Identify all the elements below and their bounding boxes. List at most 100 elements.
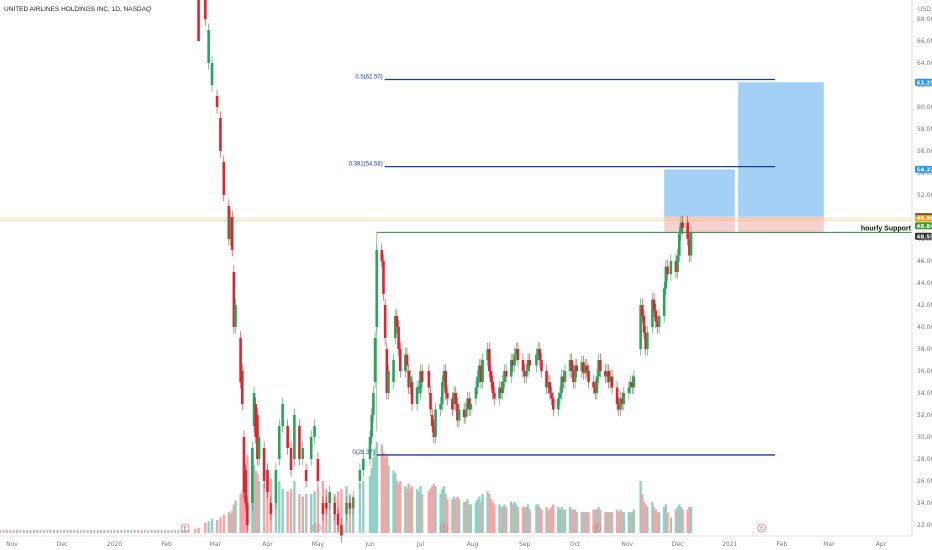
support-label: hourly Support: [861, 225, 912, 232]
candle-body: [654, 310, 658, 322]
volume-bar: [177, 530, 180, 533]
candle-body: [619, 398, 622, 410]
volume-bar: [535, 504, 538, 533]
volume-bar: [594, 509, 597, 533]
candle-body: [535, 354, 538, 366]
price-tick-label: 38.00: [917, 346, 932, 353]
volume-bar: [615, 509, 619, 533]
candle-body: [197, 0, 200, 41]
price-tick-label: 28.00: [917, 456, 932, 463]
candle-body: [466, 398, 469, 410]
candle-body: [419, 371, 422, 393]
candle-body: [321, 503, 325, 514]
volume-bar: [123, 530, 126, 533]
volume-bar: [585, 512, 589, 533]
candle-body: [556, 398, 560, 410]
volume-bar: [153, 530, 156, 533]
candle-body: [666, 266, 669, 275]
time-axis[interactable]: Nov Dec 2020 Feb Mar Apr May Jun Jul Aug Sep Oct Nov…: [0, 535, 912, 548]
target-zone[interactable]: [738, 82, 824, 217]
volume-bar: [657, 512, 661, 533]
volume-bar: [599, 509, 602, 533]
volume-bar: [516, 507, 520, 533]
candle-body: [489, 371, 493, 382]
volume-bar: [157, 530, 160, 533]
candle-body: [681, 222, 684, 228]
volume-bar: [239, 494, 242, 533]
candle-body: [222, 162, 226, 195]
candle-body: [454, 393, 458, 404]
price-badge-label: 48.84: [917, 224, 932, 230]
volume-bar: [22, 530, 25, 533]
candle-body: [498, 387, 501, 399]
volume-bar: [457, 499, 461, 533]
candle-body: [491, 382, 495, 393]
volume-bar: [510, 501, 513, 533]
volume-bar: [66, 530, 69, 533]
candle-body: [393, 316, 397, 338]
volume-bar: [481, 494, 484, 533]
volume-bar: [619, 509, 622, 533]
event-marker-icon[interactable]: [592, 523, 602, 533]
stop-zone[interactable]: [738, 216, 824, 233]
volume-bar: [254, 470, 257, 533]
candle-body: [298, 426, 301, 459]
candle-body: [432, 426, 436, 437]
volume-bar: [478, 496, 481, 533]
candle-body: [486, 349, 489, 360]
event-marker-icon[interactable]: [757, 523, 767, 533]
volume-bar: [681, 509, 684, 533]
volume-bar: [604, 512, 607, 533]
candle-body: [580, 362, 584, 371]
price-tick-label: 32.00: [917, 412, 932, 419]
candle-body: [373, 338, 377, 382]
price-badge-label: 62.25: [917, 80, 932, 86]
candle-body: [345, 503, 348, 514]
event-marker-icon[interactable]: [439, 523, 449, 533]
candle-body: [674, 261, 678, 272]
time-tick-label: Dec: [672, 541, 684, 548]
candle-body: [575, 365, 579, 371]
volume-bar: [642, 501, 646, 533]
volume-bar: [26, 530, 29, 533]
fib-level-label: 0.382(54.58): [349, 162, 383, 168]
volume-bar: [160, 530, 163, 533]
plot-area[interactable]: 0.5(62.50)0.382(54.58)0(28.37)hourly Sup…: [0, 0, 912, 543]
volume-bar: [370, 468, 373, 533]
volume-bar: [207, 521, 210, 533]
volume-bar: [362, 481, 365, 533]
position-boxes: [664, 82, 824, 233]
candle-body: [622, 393, 626, 404]
candle-body: [392, 360, 395, 382]
volume-bar: [570, 509, 573, 533]
volume-bar: [163, 530, 166, 533]
volume-bar: [16, 530, 19, 533]
volume-bar: [427, 491, 431, 533]
candle-body: [560, 376, 563, 393]
candle-body: [657, 316, 661, 327]
candle-body: [630, 382, 634, 388]
price-tick-label: 42.00: [917, 302, 932, 309]
candle-body: [587, 371, 590, 382]
volume-bar: [476, 499, 479, 533]
candle-body: [405, 354, 409, 366]
candle-body: [239, 338, 242, 382]
volume-bar: [289, 488, 293, 533]
volume-bar: [501, 507, 505, 533]
candle-body: [572, 371, 575, 382]
candle-body: [689, 232, 693, 256]
candle-body: [526, 360, 530, 371]
event-marker-icon[interactable]: [311, 523, 321, 533]
time-tick-label: Apr: [262, 541, 273, 548]
candle-body: [203, 0, 207, 19]
chart-title: UNITED AIRLINES HOLDINGS INC, 1D, NASDAQ: [4, 6, 151, 13]
volume-bar: [100, 530, 103, 533]
event-marker-icon[interactable]: [180, 523, 190, 533]
volume-bar: [49, 530, 52, 533]
volume-bar: [126, 530, 129, 533]
target-zone[interactable]: [664, 169, 735, 217]
candle-body: [456, 404, 459, 421]
stop-zone[interactable]: [664, 216, 735, 233]
